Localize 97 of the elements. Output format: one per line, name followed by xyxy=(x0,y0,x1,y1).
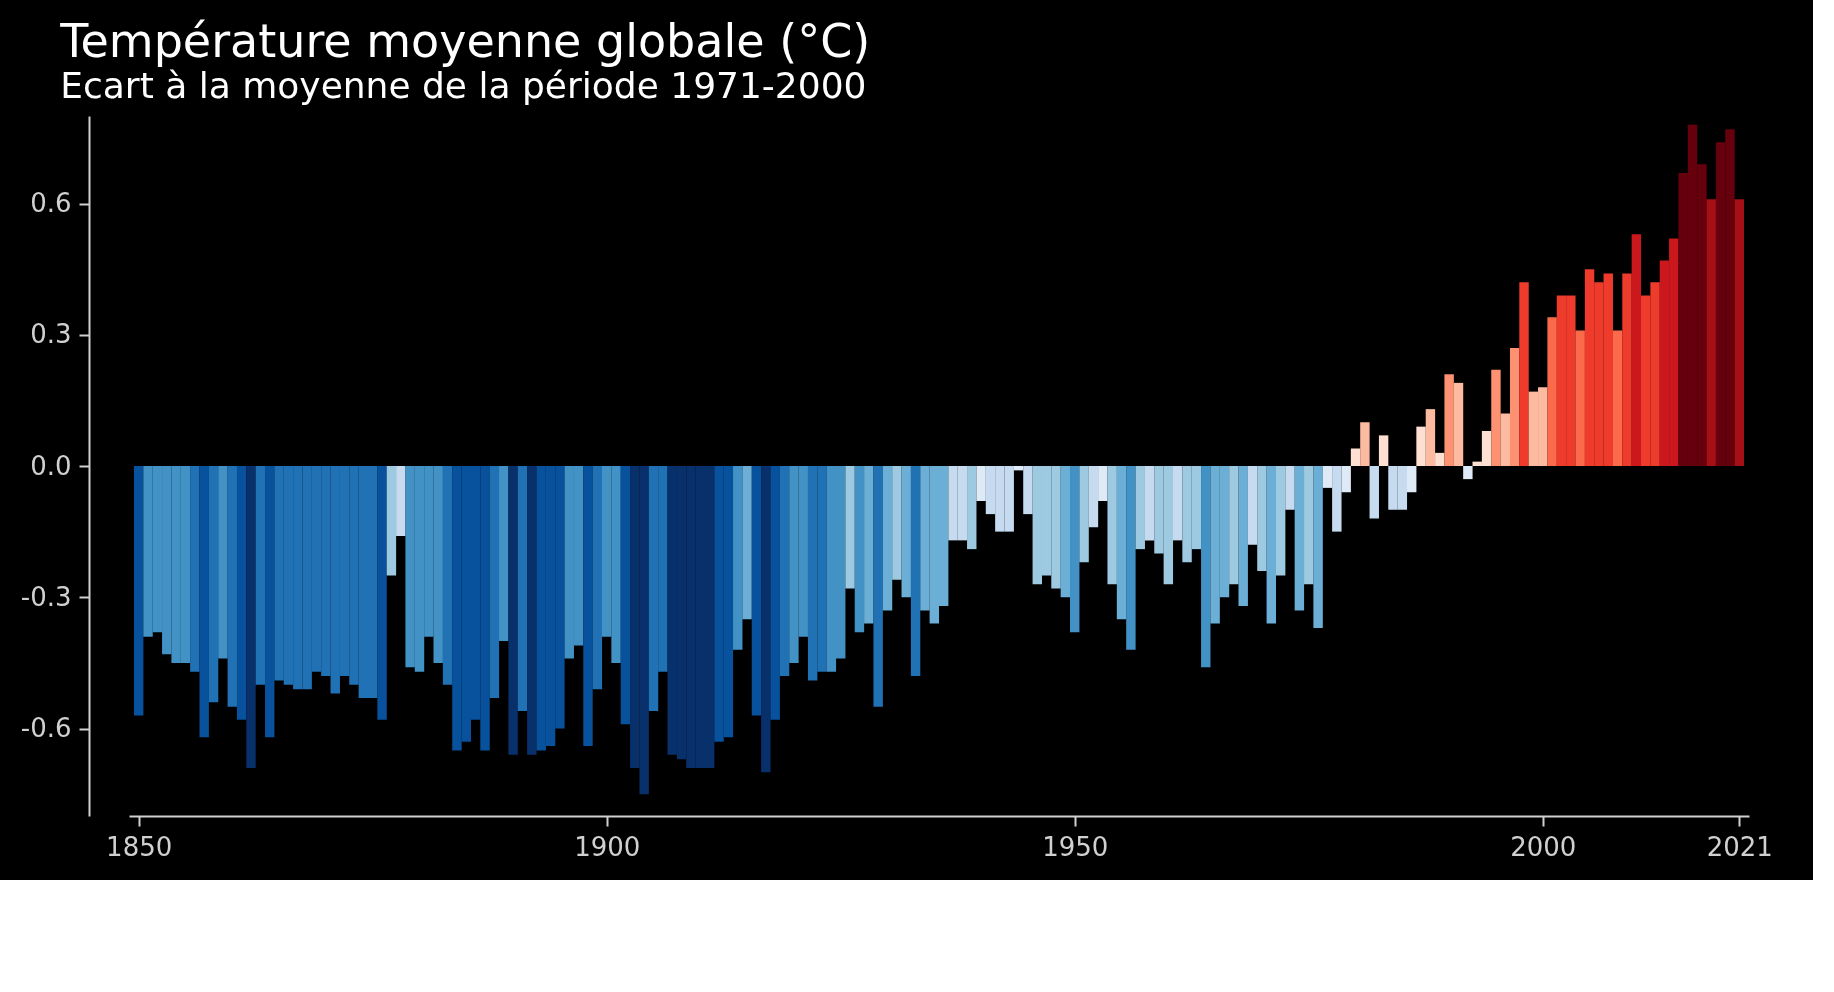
x-tick-label: 1850 xyxy=(106,831,173,862)
bar xyxy=(1229,466,1239,585)
y-tick-label: 0.0 xyxy=(30,450,72,481)
bar xyxy=(1322,466,1333,488)
bar xyxy=(733,466,743,650)
bar xyxy=(396,466,406,536)
bar xyxy=(1360,422,1370,466)
bar xyxy=(761,466,771,773)
bar xyxy=(864,466,874,624)
bar xyxy=(1350,448,1361,466)
bar xyxy=(967,466,977,550)
bar xyxy=(246,466,256,768)
bar xyxy=(854,466,865,633)
y-tick-label: 0.3 xyxy=(30,319,72,350)
bar xyxy=(1088,466,1099,528)
bar xyxy=(620,466,631,725)
bar xyxy=(1304,466,1314,585)
bar xyxy=(1612,330,1623,466)
bar xyxy=(255,466,266,685)
bar xyxy=(1453,382,1464,466)
bar xyxy=(873,466,883,707)
bar xyxy=(1631,234,1642,466)
bar xyxy=(1500,413,1511,466)
bar xyxy=(770,466,780,720)
bar xyxy=(1023,466,1033,515)
bar xyxy=(199,466,209,738)
bar xyxy=(1070,466,1080,633)
bar xyxy=(583,466,593,746)
bar xyxy=(227,466,237,707)
bar xyxy=(901,466,911,598)
bar xyxy=(742,466,752,620)
bar xyxy=(1444,374,1454,466)
bar xyxy=(1369,466,1379,519)
bar xyxy=(1144,466,1155,541)
bar xyxy=(1294,466,1305,611)
bar xyxy=(1238,466,1248,606)
bar xyxy=(1463,466,1473,480)
bar xyxy=(1406,466,1417,493)
bar xyxy=(882,466,893,611)
bar xyxy=(1519,282,1529,466)
x-tick-label: 1900 xyxy=(574,831,641,862)
bar xyxy=(1098,466,1108,501)
bar xyxy=(190,466,200,672)
bar xyxy=(1172,466,1183,541)
x-tick-label: 1950 xyxy=(1042,831,1109,862)
chart-title: Température moyenne globale (°C) xyxy=(59,14,871,68)
bar xyxy=(976,466,986,501)
bar xyxy=(442,466,453,685)
bar xyxy=(1378,435,1389,466)
bar xyxy=(377,466,387,720)
bar xyxy=(517,466,528,711)
y-tick-label: -0.3 xyxy=(20,581,72,612)
bar xyxy=(1116,466,1127,620)
bar xyxy=(218,466,228,659)
bar xyxy=(1734,199,1745,466)
bar xyxy=(1332,466,1342,532)
bar xyxy=(910,466,921,676)
x-tick-label: 2021 xyxy=(1706,831,1773,862)
bar xyxy=(1275,466,1286,576)
bar xyxy=(1547,317,1557,466)
y-tick-label: 0.6 xyxy=(30,188,72,218)
bar xyxy=(1079,466,1089,563)
bar xyxy=(1247,466,1258,545)
x-tick-label: 2000 xyxy=(1510,831,1577,862)
bar xyxy=(1435,452,1445,466)
bar xyxy=(527,466,537,755)
bar xyxy=(1425,409,1436,466)
bar xyxy=(1201,466,1211,668)
bar xyxy=(1285,466,1295,510)
bar xyxy=(1266,466,1277,624)
bar xyxy=(236,466,247,720)
bar xyxy=(489,466,500,698)
bar xyxy=(1575,330,1585,466)
bar xyxy=(592,466,603,690)
bar xyxy=(1135,466,1145,550)
bar xyxy=(265,466,275,738)
bar xyxy=(1341,466,1351,493)
bar xyxy=(208,466,219,703)
bar xyxy=(1622,273,1632,466)
bar xyxy=(845,466,855,589)
bar xyxy=(1706,199,1716,466)
bar xyxy=(1509,347,1520,466)
bar xyxy=(779,466,790,676)
y-tick-label: -0.6 xyxy=(20,713,72,743)
bar xyxy=(1491,369,1501,466)
bar xyxy=(508,466,518,755)
bar xyxy=(1416,426,1426,466)
bar xyxy=(1313,466,1323,628)
bar xyxy=(751,466,762,716)
bar xyxy=(1257,466,1267,571)
bar xyxy=(892,466,902,580)
bar xyxy=(133,466,144,716)
bar xyxy=(1060,466,1071,598)
bar xyxy=(1107,466,1117,585)
bar xyxy=(386,466,397,576)
bar xyxy=(499,466,509,641)
bar xyxy=(1126,466,1136,650)
